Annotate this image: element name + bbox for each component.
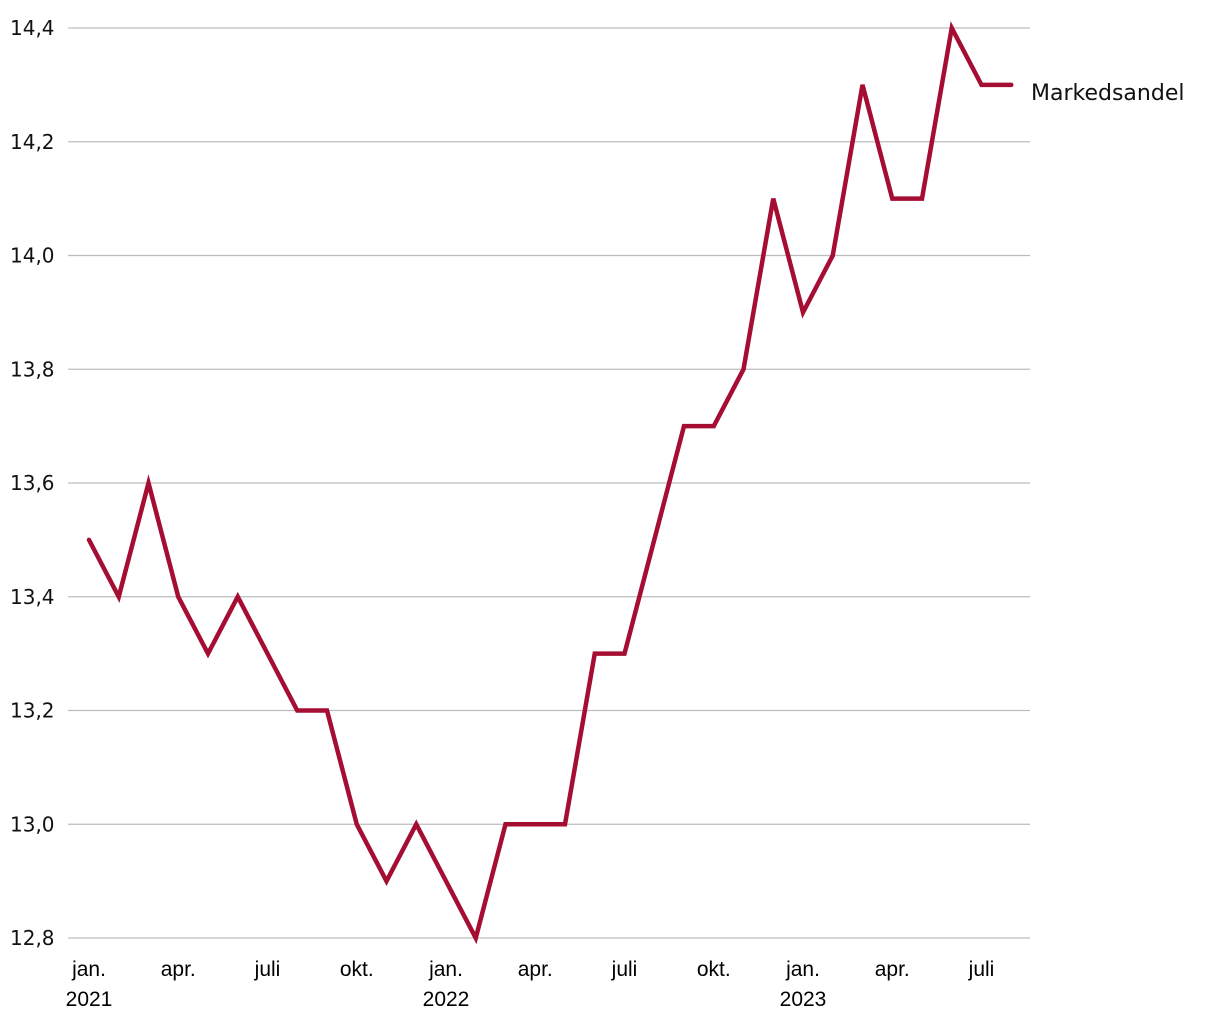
y-tick-label: 12,8: [10, 926, 55, 950]
series-line-0: [86, 21, 1014, 945]
x-tick-label-month: apr.: [518, 958, 553, 981]
y-tick-label: 13,0: [10, 812, 55, 836]
y-tick-label: 13,6: [10, 471, 55, 495]
x-tick-label-year: 2022: [423, 988, 470, 1011]
x-tick-label-month: apr.: [875, 958, 910, 981]
y-axis-tick-labels: 12,8 13,0 13,2 13,4 13,6 13,8 14,0 14,2 14,4: [10, 16, 55, 950]
x-tick-label-month: juli: [611, 958, 638, 981]
x-tick-label-month: juli: [968, 958, 995, 981]
x-tick-label-month: okt.: [697, 958, 731, 981]
legend-label-0: Markedsandel: [1031, 81, 1184, 106]
x-tick-label-month: jan.: [785, 958, 820, 981]
x-tick-label-month: apr.: [161, 958, 196, 981]
gridlines: [68, 27, 1030, 939]
series-lines: [86, 21, 1014, 945]
x-tick-label-year: 2021: [66, 988, 113, 1011]
y-tick-label: 13,8: [10, 357, 55, 381]
x-axis-tick-labels: jan. 2021 apr. juli okt. jan. 2022 apr. juli okt.…: [66, 958, 995, 1011]
x-tick-label-month: juli: [254, 958, 281, 981]
y-tick-label: 14,4: [10, 16, 55, 40]
x-tick-label-month: jan.: [428, 958, 463, 981]
legend: Markedsandel: [1031, 81, 1184, 106]
x-tick-label-month: okt.: [340, 958, 374, 981]
x-tick-label-year: 2023: [780, 988, 827, 1011]
y-tick-label: 13,4: [10, 585, 55, 609]
y-tick-label: 13,2: [10, 699, 55, 723]
y-tick-label: 14,0: [10, 244, 55, 268]
x-tick-label-month: jan.: [71, 958, 106, 981]
y-tick-label: 14,2: [10, 130, 55, 154]
